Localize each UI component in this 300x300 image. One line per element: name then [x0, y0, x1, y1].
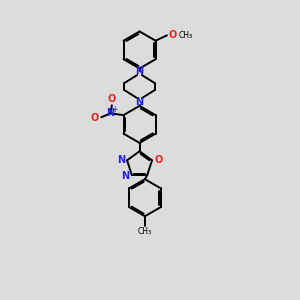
- Text: CH₃: CH₃: [138, 227, 152, 236]
- Text: O: O: [154, 155, 162, 165]
- Text: +: +: [111, 105, 117, 114]
- Text: N: N: [117, 155, 125, 165]
- Text: CH₃: CH₃: [178, 31, 192, 40]
- Text: N: N: [136, 97, 144, 107]
- Text: O: O: [108, 94, 116, 104]
- Text: O: O: [168, 30, 176, 40]
- Text: N: N: [136, 67, 144, 76]
- Text: N: N: [106, 108, 114, 118]
- Text: O: O: [91, 112, 99, 122]
- Text: N: N: [122, 171, 130, 181]
- Text: ⁻: ⁻: [93, 110, 97, 119]
